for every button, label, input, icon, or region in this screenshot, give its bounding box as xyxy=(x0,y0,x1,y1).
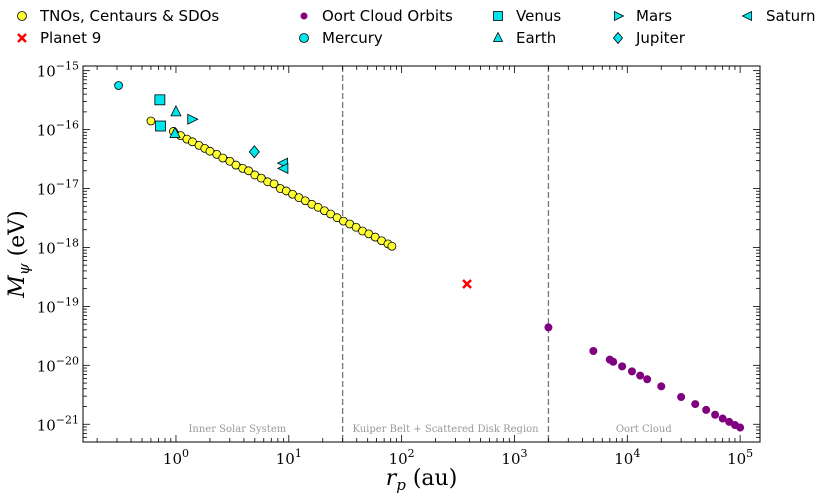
y-axis-label: Mψ (eV) xyxy=(5,210,33,298)
data-point-oort-cloud-orbits xyxy=(618,362,627,371)
series-planet-9 xyxy=(462,279,472,289)
region-label-kuiper-belt-scattered-disk-region: Kuiper Belt + Scattered Disk Region xyxy=(352,424,539,435)
series-mercury xyxy=(114,81,123,90)
legend-label: Planet 9 xyxy=(40,29,101,47)
series-earth xyxy=(169,104,182,138)
region-label-inner-solar-system: Inner Solar System xyxy=(188,424,286,435)
data-point-tnos-centaurs-sdos xyxy=(387,241,397,251)
legend-label: TNOs, Centaurs & SDOs xyxy=(39,7,219,25)
legend-item-tnos-centaurs-sdos: TNOs, Centaurs & SDOs xyxy=(17,7,219,25)
y-tick-label: 10−19 xyxy=(37,295,79,316)
legend-item-mercury: Mercury xyxy=(299,29,383,47)
data-point-earth xyxy=(169,126,181,138)
legend-label: Mars xyxy=(636,7,672,25)
series-venus xyxy=(154,94,166,132)
data-point-planet-9 xyxy=(462,279,472,289)
legend-label: Oort Cloud Orbits xyxy=(322,7,453,25)
data-point-tnos-centaurs-sdos xyxy=(351,222,361,232)
data-point-oort-cloud-orbits xyxy=(677,393,686,402)
y-tick-label: 10−16 xyxy=(37,119,79,140)
legend-marker-planet-9 xyxy=(17,33,27,43)
legend-marker-venus xyxy=(493,11,503,21)
data-point-oort-cloud-orbits xyxy=(691,400,700,409)
legend-marker-mars xyxy=(614,10,625,22)
legend-item-jupiter: Jupiter xyxy=(612,29,686,47)
data-point-tnos-centaurs-sdos xyxy=(244,166,253,176)
x-tick-label: 100 xyxy=(163,447,189,468)
data-point-oort-cloud-orbits xyxy=(718,414,727,423)
data-point-oort-cloud-orbits xyxy=(736,423,745,432)
legend-label: Jupiter xyxy=(635,29,686,47)
legend-marker-mercury xyxy=(299,33,309,43)
legend-marker-earth xyxy=(492,31,504,42)
legend-item-mars: Mars xyxy=(614,7,672,25)
data-point-oort-cloud-orbits xyxy=(711,410,720,419)
legend-label: Earth xyxy=(516,29,556,47)
x-tick-label: 102 xyxy=(389,447,415,468)
data-point-oort-cloud-orbits xyxy=(636,371,645,380)
y-tick-label: 10−15 xyxy=(37,60,79,81)
y-tick-label: 10−17 xyxy=(37,178,79,199)
axis-ticks xyxy=(83,66,760,443)
data-point-oort-cloud-orbits xyxy=(544,323,553,332)
legend: TNOs, Centaurs & SDOs Oort Cloud Orbits Ve… xyxy=(17,7,816,47)
data-point-tnos-centaurs-sdos xyxy=(269,179,279,189)
legend-item-venus: Venus xyxy=(493,7,561,25)
x-tick-label: 101 xyxy=(276,447,302,468)
legend-item-saturn: Saturn xyxy=(741,7,816,25)
series-saturn xyxy=(276,157,289,174)
series-tnos-centaurs-sdos xyxy=(146,116,397,251)
y-tick-label: 10−18 xyxy=(37,236,79,257)
data-point-tnos-centaurs-sdos xyxy=(146,116,156,126)
data-point-oort-cloud-orbits xyxy=(657,382,666,391)
region-label-oort-cloud: Oort Cloud xyxy=(616,424,673,435)
data-point-saturn xyxy=(277,162,289,174)
data-point-venus xyxy=(155,120,166,132)
legend-item-planet-9: Planet 9 xyxy=(17,29,101,47)
data-point-oort-cloud-orbits xyxy=(702,405,711,414)
legend-item-earth: Earth xyxy=(492,29,556,47)
legend-label: Saturn xyxy=(766,7,816,25)
x-axis-label: rp (au) xyxy=(386,466,458,494)
data-point-oort-cloud-orbits xyxy=(643,375,652,384)
y-tick-label: 10−21 xyxy=(37,413,79,434)
series-jupiter xyxy=(248,145,260,159)
data-point-mars xyxy=(187,113,199,125)
data-point-tnos-centaurs-sdos xyxy=(218,153,228,163)
x-tick-label: 104 xyxy=(614,447,640,468)
data-point-jupiter xyxy=(248,145,260,159)
series-mars xyxy=(187,113,199,125)
x-tick-label: 105 xyxy=(727,447,753,468)
data-point-mercury xyxy=(114,81,123,90)
legend-item-oort-cloud-orbits: Oort Cloud Orbits xyxy=(300,7,453,25)
data-point-tnos-centaurs-sdos xyxy=(326,209,336,219)
series-oort-cloud-orbits xyxy=(544,323,745,432)
legend-label: Mercury xyxy=(322,29,383,47)
x-tick-label: 103 xyxy=(501,447,527,468)
legend-marker-jupiter xyxy=(612,31,624,45)
data-point-earth xyxy=(170,104,182,117)
legend-marker-tnos-centaurs-sdos xyxy=(17,11,27,21)
data-point-venus xyxy=(154,94,166,106)
legend-marker-saturn xyxy=(741,10,752,22)
data-series xyxy=(114,81,745,432)
legend-label: Venus xyxy=(516,7,561,25)
legend-marker-oort-cloud-orbits xyxy=(300,12,308,20)
data-point-oort-cloud-orbits xyxy=(627,367,636,376)
y-tick-label: 10−20 xyxy=(37,354,79,375)
data-point-oort-cloud-orbits xyxy=(609,357,618,366)
data-point-oort-cloud-orbits xyxy=(589,347,598,356)
